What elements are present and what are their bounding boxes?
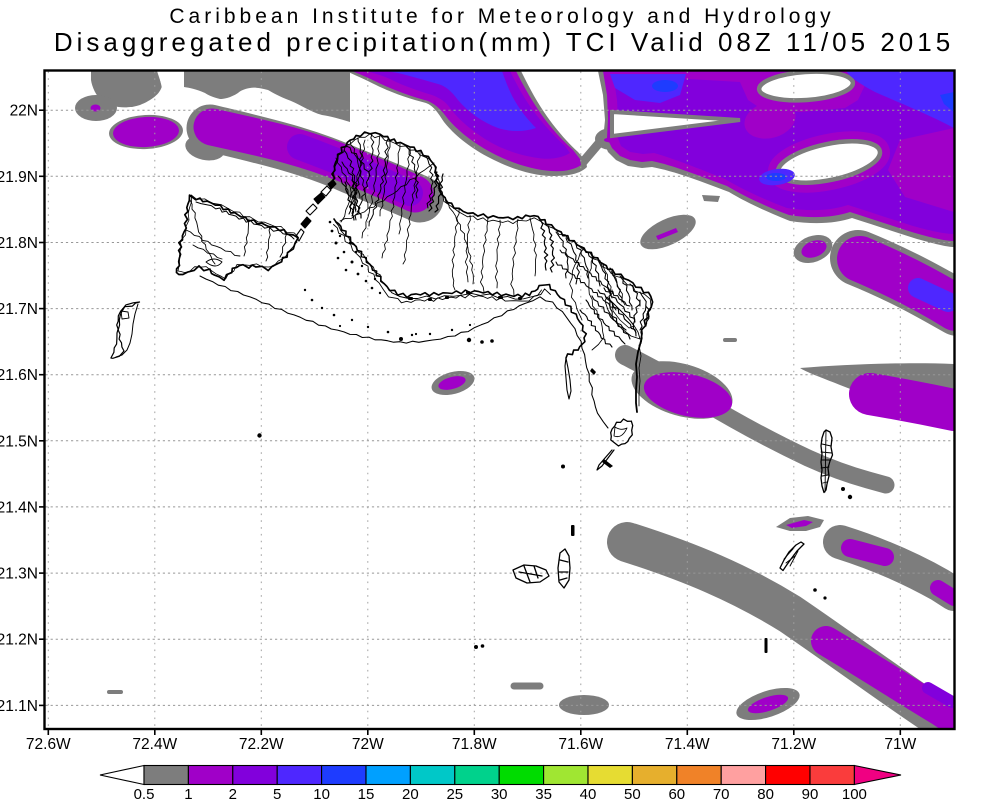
svg-text:72.6W: 72.6W xyxy=(26,736,71,753)
svg-text:15: 15 xyxy=(358,786,375,800)
svg-text:1: 1 xyxy=(184,786,192,800)
svg-text:2: 2 xyxy=(229,786,237,800)
svg-text:72.2W: 72.2W xyxy=(239,736,284,753)
svg-text:90: 90 xyxy=(802,786,819,800)
svg-text:10: 10 xyxy=(313,786,330,800)
svg-text:0.5: 0.5 xyxy=(134,786,155,800)
svg-text:71.4W: 71.4W xyxy=(665,736,710,753)
svg-text:21.5N: 21.5N xyxy=(0,433,38,450)
svg-text:71.8W: 71.8W xyxy=(452,736,497,753)
svg-text:70: 70 xyxy=(713,786,730,800)
svg-text:35: 35 xyxy=(535,786,552,800)
svg-text:50: 50 xyxy=(624,786,641,800)
svg-text:71.2W: 71.2W xyxy=(771,736,816,753)
svg-text:21.4N: 21.4N xyxy=(0,499,38,516)
svg-text:80: 80 xyxy=(757,786,774,800)
svg-text:21.8N: 21.8N xyxy=(0,235,38,252)
svg-text:71W: 71W xyxy=(884,736,916,753)
svg-text:30: 30 xyxy=(491,786,508,800)
svg-text:5: 5 xyxy=(273,786,281,800)
svg-text:60: 60 xyxy=(668,786,685,800)
svg-text:21.3N: 21.3N xyxy=(0,566,38,583)
svg-text:21.1N: 21.1N xyxy=(0,698,38,715)
svg-text:21.6N: 21.6N xyxy=(0,367,38,384)
svg-text:72W: 72W xyxy=(352,736,384,753)
svg-text:72.4W: 72.4W xyxy=(132,736,177,753)
svg-text:21.2N: 21.2N xyxy=(0,632,38,649)
svg-text:20: 20 xyxy=(402,786,419,800)
svg-text:Disaggregated precipitation(mm: Disaggregated precipitation(mm) TCI Vali… xyxy=(54,27,954,57)
svg-text:Caribbean Institute for Meteor: Caribbean Institute for Meteorology and … xyxy=(169,5,834,28)
svg-text:25: 25 xyxy=(446,786,463,800)
svg-text:22N: 22N xyxy=(10,103,38,120)
svg-text:21.7N: 21.7N xyxy=(0,301,38,318)
svg-text:100: 100 xyxy=(842,786,867,800)
svg-text:21.9N: 21.9N xyxy=(0,169,38,186)
svg-text:71.6W: 71.6W xyxy=(558,736,603,753)
svg-text:40: 40 xyxy=(580,786,597,800)
